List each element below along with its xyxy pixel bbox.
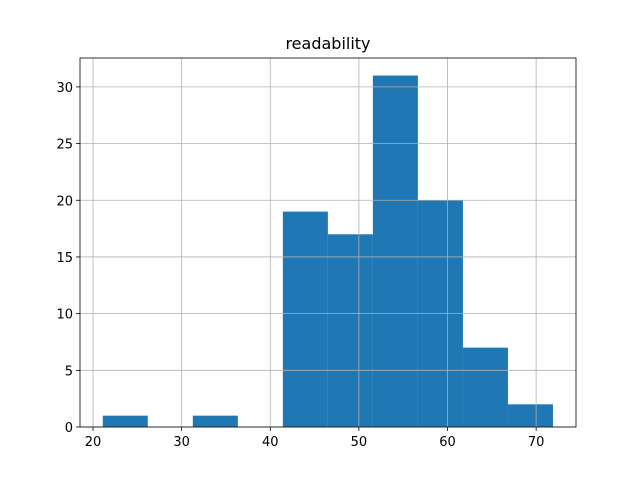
bar — [102, 415, 148, 427]
y-tick-label: 20 — [56, 194, 73, 209]
bar — [192, 415, 238, 427]
bar — [327, 234, 373, 427]
x-tick-label: 70 — [528, 435, 545, 450]
bar — [462, 347, 508, 427]
bar — [507, 404, 553, 427]
bar — [372, 75, 418, 428]
y-tick-label: 10 — [56, 308, 73, 323]
y-tick-label: 30 — [56, 81, 73, 96]
x-tick-label: 60 — [439, 435, 456, 450]
y-tick-label: 25 — [56, 138, 73, 153]
y-tick-label: 5 — [65, 364, 73, 379]
x-tick-label: 20 — [85, 435, 102, 450]
y-tick-label: 0 — [65, 421, 73, 436]
x-tick-label: 30 — [173, 435, 190, 450]
y-tick-label: 15 — [56, 251, 73, 266]
x-tick-label: 50 — [351, 435, 368, 450]
bar — [282, 211, 328, 427]
x-tick-label: 40 — [262, 435, 279, 450]
plot-frame — [79, 57, 577, 428]
chart-title: readability — [285, 34, 370, 53]
